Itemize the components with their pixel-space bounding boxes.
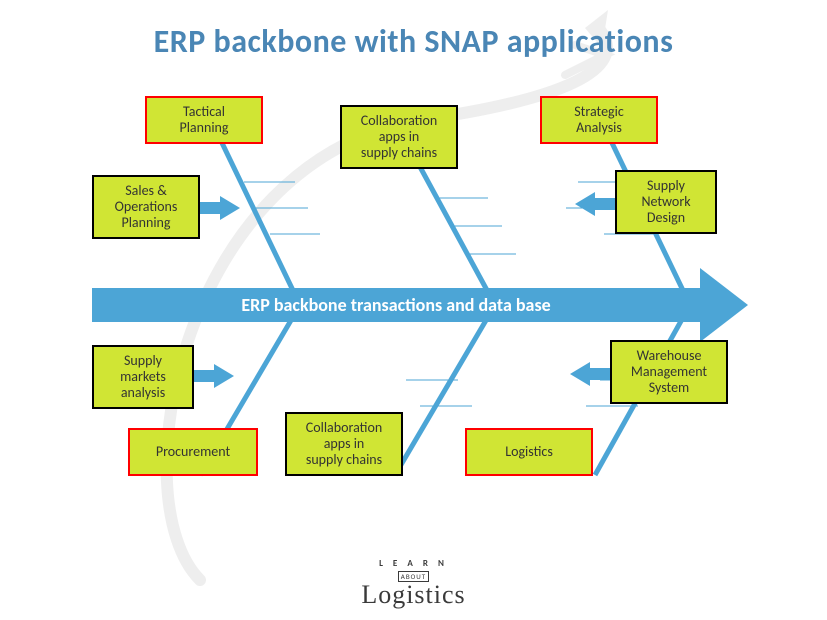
box-sales-ops-planning: Sales &OperationsPlanning bbox=[92, 175, 200, 239]
logo-about: ABOUT bbox=[398, 571, 429, 582]
arrow-sales-ops bbox=[200, 196, 240, 220]
logo-logistics: Logistics bbox=[0, 580, 827, 610]
arrow-wms bbox=[570, 362, 610, 386]
box-tactical-planning: TacticalPlanning bbox=[145, 96, 263, 144]
arrow-supply-markets bbox=[194, 364, 234, 388]
box-supply-markets: Supplymarketsanalysis bbox=[92, 345, 194, 409]
box-wms: WarehouseManagementSystem bbox=[610, 340, 728, 404]
box-logistics: Logistics bbox=[465, 428, 593, 476]
spine-label: ERP backbone transactions and data base bbox=[241, 294, 550, 316]
box-procurement: Procurement bbox=[128, 428, 258, 476]
footer-logo: L E A R N ABOUT Logistics bbox=[0, 552, 827, 610]
spine-arrowhead bbox=[700, 268, 760, 342]
box-collab-bottom: Collaborationapps insupply chains bbox=[285, 412, 403, 476]
box-strategic-analysis: StrategicAnalysis bbox=[540, 96, 658, 144]
arrow-supply-net bbox=[575, 192, 615, 216]
box-collab-top: Collaborationapps insupply chains bbox=[340, 105, 458, 169]
box-supply-net-design: SupplyNetworkDesign bbox=[615, 170, 717, 234]
spine-bar: ERP backbone transactions and data base bbox=[92, 288, 700, 322]
